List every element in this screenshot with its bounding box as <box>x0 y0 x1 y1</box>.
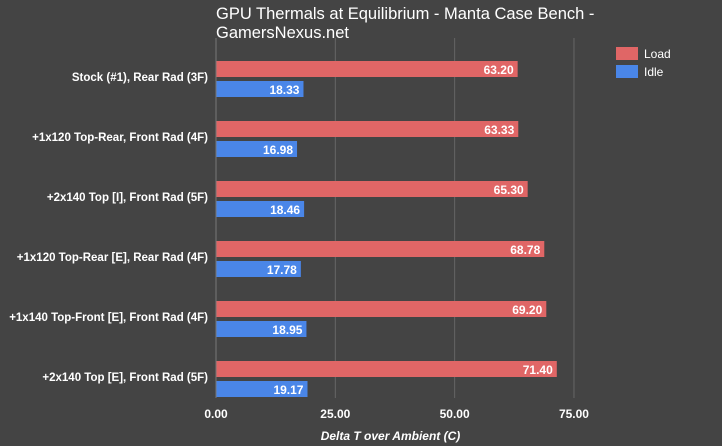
data-label-idle: 17.78 <box>267 263 297 277</box>
bar-idle <box>216 321 307 337</box>
bar-load <box>216 181 528 197</box>
category-label: +1x120 Top-Rear, Front Rad (4F) <box>32 132 208 144</box>
bar-idle <box>216 141 298 157</box>
data-label-idle: 19.17 <box>273 383 303 397</box>
category-label: Stock (#1), Rear Rad (3F) <box>72 72 208 84</box>
bar-load <box>216 61 518 77</box>
x-tick-label: 50.00 <box>440 407 470 421</box>
legend-label-load: Load <box>644 47 671 61</box>
legend-swatch-idle <box>616 65 638 78</box>
x-tick-label: 0.00 <box>204 407 228 421</box>
bar-idle <box>216 381 308 397</box>
bar-idle <box>216 201 305 217</box>
category-label: +2x140 Top [E], Front Rad (5F) <box>42 372 208 384</box>
data-label-load: 71.40 <box>523 363 553 377</box>
data-label-load: 65.30 <box>494 183 524 197</box>
category-label: +1x120 Top-Rear [E], Rear Rad (4F) <box>17 252 208 264</box>
bar-load <box>216 121 519 137</box>
data-label-load: 69.20 <box>512 303 542 317</box>
category-label: +1x140 Top-Front [E], Front Rad (4F) <box>9 312 208 324</box>
data-label-idle: 16.98 <box>263 143 293 157</box>
bar-idle <box>216 261 301 277</box>
x-tick-label: 25.00 <box>320 407 350 421</box>
data-label-idle: 18.95 <box>272 323 302 337</box>
x-tick-label: 75.00 <box>559 407 589 421</box>
chart-title-line-1: GPU Thermals at Equilibrium - Manta Case… <box>216 5 595 23</box>
legend-swatch-load <box>616 47 638 60</box>
bar-idle <box>216 81 304 97</box>
data-label-idle: 18.33 <box>269 83 299 97</box>
category-label: +2x140 Top [I], Front Rad (5F) <box>47 192 208 204</box>
data-label-load: 63.33 <box>484 123 514 137</box>
data-label-load: 63.20 <box>484 63 514 77</box>
bar-load <box>216 301 547 317</box>
legend-label-idle: Idle <box>644 65 664 79</box>
chart-title-line-2: GamersNexus.net <box>216 24 349 42</box>
data-label-load: 68.78 <box>510 243 540 257</box>
data-label-idle: 18.46 <box>270 203 300 217</box>
x-axis-label: Delta T over Ambient (C) <box>321 429 461 443</box>
bar-load <box>216 241 545 257</box>
bar-load <box>216 361 557 377</box>
